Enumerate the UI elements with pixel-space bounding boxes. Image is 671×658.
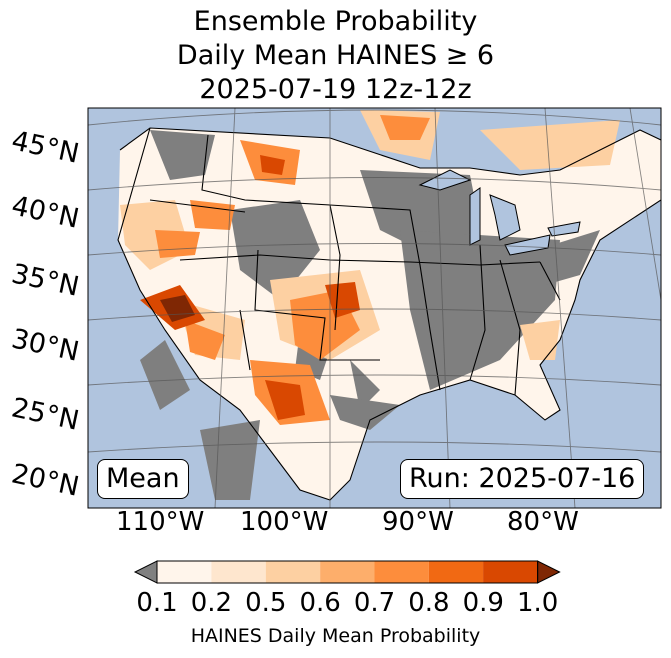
- lon-label-80: 80°W: [507, 507, 579, 537]
- lon-label-110: 110°W: [116, 507, 205, 537]
- colorbar-segment: [157, 561, 212, 583]
- colorbar-tick-label: 0.6: [299, 588, 341, 618]
- colorbar-tick-label: 0.8: [408, 588, 450, 618]
- map-title-line-1: Ensemble Probability: [193, 6, 478, 37]
- map-frame: [87, 107, 662, 509]
- colorbar-tick-label: 1.0: [516, 588, 559, 618]
- map-title-line-2: Daily Mean HAINES ≥ 6: [176, 40, 495, 71]
- colorbar-frame: [156, 560, 539, 584]
- run-date-box: Run: 2025-07-16: [400, 459, 645, 499]
- state-borders: [117, 127, 661, 501]
- mean-label-box: Mean: [97, 459, 189, 499]
- colorbar-segment: [211, 561, 266, 583]
- colorbar-under-arrow: [133, 560, 158, 584]
- great-lakes: [418, 169, 581, 256]
- colorbar-tick-label: 0.2: [190, 588, 233, 618]
- colorbar-tick-label: 0.5: [245, 588, 287, 618]
- colorbar-segment: [265, 561, 321, 583]
- colorbar-over-arrow: [537, 560, 561, 584]
- colorbar-tick-label: 0.7: [353, 588, 396, 618]
- lon-label-90: 90°W: [382, 507, 454, 537]
- colorbar: [133, 560, 561, 584]
- probability-1.0-regions: [160, 295, 195, 322]
- colorbar-tick-label: 0.9: [462, 588, 504, 618]
- map-title-line-3: 2025-07-19 12z-12z: [199, 74, 472, 105]
- colorbar-segment: [483, 561, 538, 583]
- colorbar-segment: [374, 561, 429, 583]
- colorbar-segment: [428, 561, 484, 583]
- colorbar-label: HAINES Daily Mean Probability: [190, 625, 481, 647]
- lon-label-100: 100°W: [240, 507, 329, 537]
- graticule: [88, 108, 661, 508]
- colorbar-tick-label: 0.1: [136, 588, 178, 618]
- colorbar-segment: [320, 561, 375, 583]
